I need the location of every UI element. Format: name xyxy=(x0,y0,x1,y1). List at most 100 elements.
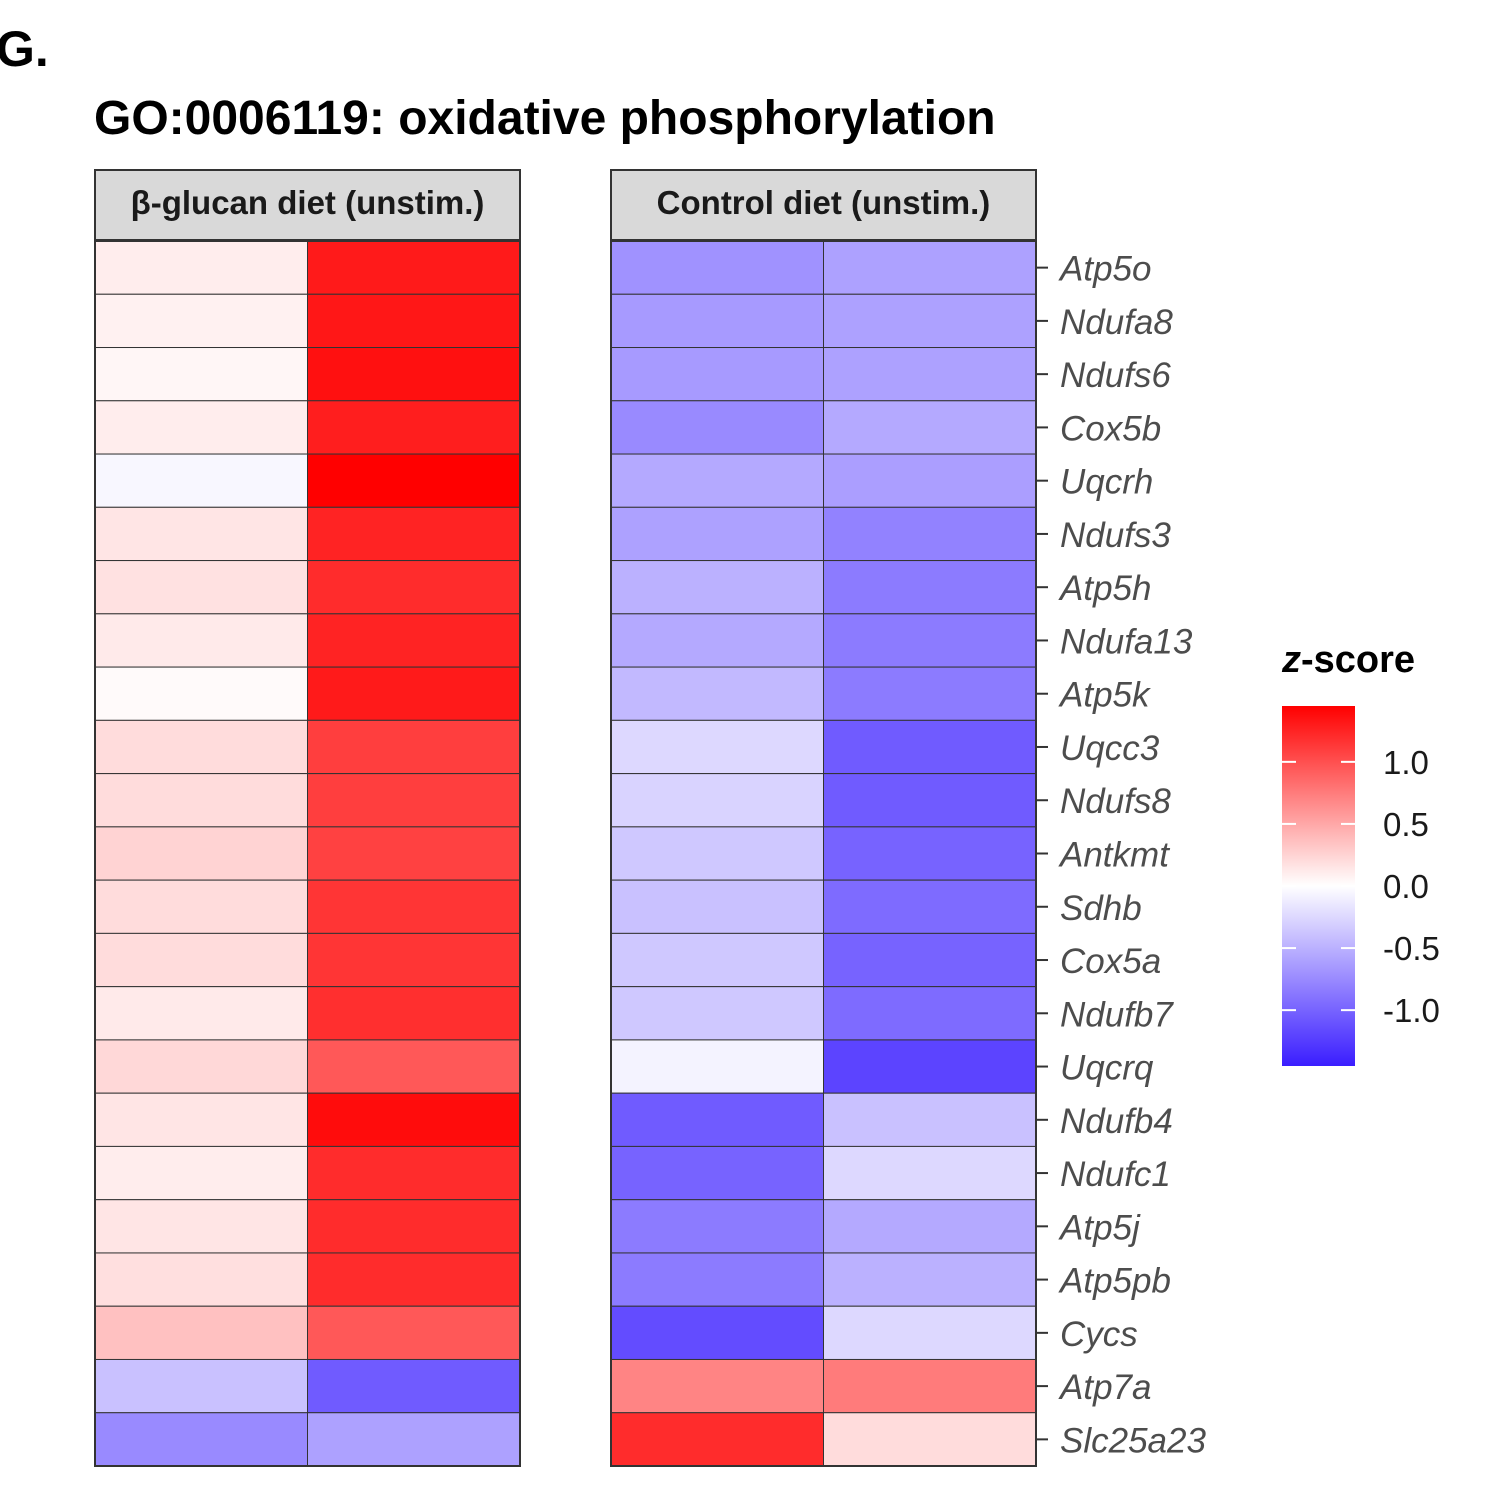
facet-strip xyxy=(610,169,1037,241)
heatmap-cell xyxy=(307,986,521,1041)
heatmap-cell xyxy=(307,400,521,455)
heatmap-cell xyxy=(823,1092,1037,1147)
heatmap-cell xyxy=(94,719,308,775)
heatmap-cell xyxy=(610,1412,824,1467)
heatmap-cell xyxy=(610,347,824,402)
heatmap-cell xyxy=(823,613,1037,668)
heatmap-cell xyxy=(94,293,308,349)
heatmap-cell xyxy=(94,1305,308,1360)
heatmap-cell xyxy=(823,1039,1037,1094)
gene-label: Ndufb7 xyxy=(1060,995,1174,1034)
gene-label: Ndufc1 xyxy=(1060,1155,1171,1194)
heatmap-cell xyxy=(307,773,521,828)
heatmap-cell xyxy=(307,1145,521,1201)
heatmap-cell xyxy=(610,560,824,615)
facet-label: Control diet (unstim.) xyxy=(657,184,991,221)
legend-tick-label: -0.5 xyxy=(1383,930,1440,967)
facet-strip xyxy=(94,169,521,241)
heatmap-cell xyxy=(823,347,1037,402)
gene-label: Atp5pb xyxy=(1058,1262,1171,1301)
heatmap-cell xyxy=(307,560,521,615)
heatmap-cell xyxy=(610,1252,824,1307)
heatmap-cell xyxy=(610,773,824,828)
heatmap-cell xyxy=(610,1305,824,1360)
heatmap-cell xyxy=(94,1412,308,1467)
heatmap-cell xyxy=(610,666,824,721)
heatmap-cell xyxy=(94,347,308,402)
heatmap-cell xyxy=(610,1092,824,1147)
gene-label: Uqcrq xyxy=(1060,1049,1154,1088)
heatmap-cell xyxy=(307,240,521,295)
heatmap-cell xyxy=(94,240,308,295)
heatmap-cell xyxy=(94,453,308,508)
gene-label: Ndufa8 xyxy=(1060,303,1173,342)
gene-label: Ndufs6 xyxy=(1060,356,1171,395)
heatmap-cell xyxy=(823,1358,1037,1414)
heatmap-cell xyxy=(610,240,824,295)
heatmap-cell xyxy=(94,1199,308,1254)
heatmap-cell xyxy=(307,932,521,988)
heatmap-cell xyxy=(610,1039,824,1094)
heatmap-cell xyxy=(307,506,521,562)
heatmap-cell xyxy=(94,1252,308,1307)
gene-label: Atp5o xyxy=(1058,250,1151,289)
gene-label: Ndufs8 xyxy=(1060,782,1171,821)
heatmap-cell xyxy=(94,932,308,988)
heatmap-cell xyxy=(94,1092,308,1147)
legend-tick-label: -1.0 xyxy=(1383,992,1440,1029)
gene-label: Antkmt xyxy=(1058,836,1170,875)
heatmap-cell xyxy=(823,666,1037,721)
heatmap-cell xyxy=(823,1145,1037,1201)
heatmap-cell xyxy=(823,1305,1037,1360)
heatmap-cell xyxy=(94,773,308,828)
gene-label: Cox5b xyxy=(1060,409,1161,448)
heatmap-cell xyxy=(610,719,824,775)
gene-label: Ndufs3 xyxy=(1060,516,1171,555)
heatmap-cell xyxy=(610,826,824,881)
heatmap-cell xyxy=(94,666,308,721)
heatmap-cell xyxy=(307,347,521,402)
legend-title: z-score xyxy=(1281,639,1415,681)
heatmap-cell xyxy=(610,1145,824,1201)
heatmap-cell xyxy=(610,1358,824,1414)
heatmap-cell xyxy=(307,1092,521,1147)
gene-label: Slc25a23 xyxy=(1060,1421,1206,1460)
heatmap-cell xyxy=(94,879,308,934)
heatmap-cell xyxy=(94,506,308,562)
gene-label: Uqcc3 xyxy=(1060,729,1160,768)
gene-label: Cycs xyxy=(1060,1315,1138,1354)
heatmap-cell xyxy=(823,879,1037,934)
gene-label: Atp7a xyxy=(1058,1368,1151,1407)
chart-title: GO:0006119: oxidative phosphorylation xyxy=(94,92,996,145)
heatmap-cell xyxy=(823,293,1037,349)
heatmap-cell xyxy=(823,1199,1037,1254)
heatmap-cell xyxy=(307,1252,521,1307)
heatmap-cell xyxy=(307,666,521,721)
heatmap-cell xyxy=(823,240,1037,295)
heatmap-cell xyxy=(94,1039,308,1094)
heatmap-cell xyxy=(610,1199,824,1254)
heatmap-cell xyxy=(610,932,824,988)
heatmap-cell xyxy=(307,613,521,668)
legend: z-score 1.0 0.5 0.0 -0.5 -1.0 xyxy=(1281,639,1440,1066)
gene-label: Sdhb xyxy=(1060,889,1142,928)
heatmap-cell xyxy=(307,1358,521,1414)
gene-label: Atp5h xyxy=(1058,569,1151,608)
heatmap-cell xyxy=(823,986,1037,1041)
gene-label: Atp5k xyxy=(1058,676,1151,715)
heatmap-cell xyxy=(307,1305,521,1360)
gene-label: Atp5j xyxy=(1058,1208,1141,1247)
heatmap-cell xyxy=(610,293,824,349)
heatmap-cell xyxy=(823,773,1037,828)
gene-label: Ndufa13 xyxy=(1060,622,1193,661)
gene-label: Cox5a xyxy=(1060,942,1161,981)
heatmap-cell xyxy=(94,560,308,615)
facet-label: β-glucan diet (unstim.) xyxy=(131,184,485,221)
heatmap-cell xyxy=(610,453,824,508)
heatmap-cell xyxy=(307,1412,521,1467)
panel-label: G. xyxy=(0,21,49,77)
heatmap-cell xyxy=(823,453,1037,508)
heatmap-cell xyxy=(94,1145,308,1201)
